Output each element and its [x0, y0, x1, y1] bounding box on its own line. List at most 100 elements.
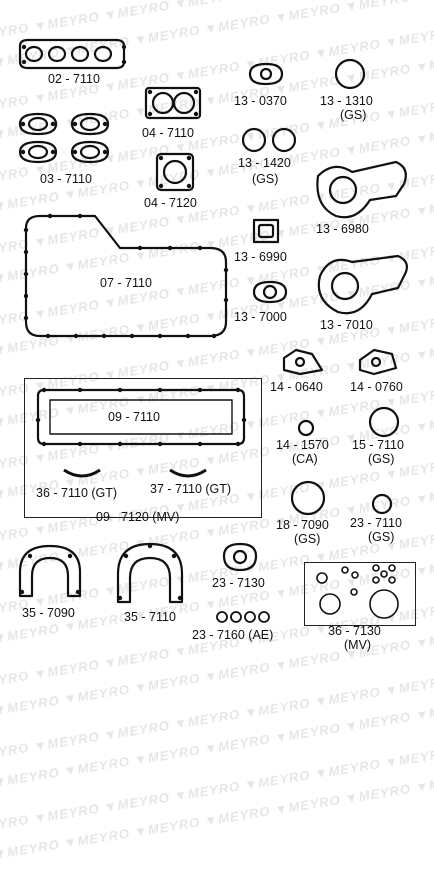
gasket-07-7110: [24, 214, 228, 338]
bolt-hole: [171, 553, 177, 559]
bolt-hole: [167, 245, 173, 251]
bolt-hole: [129, 333, 135, 339]
label-14-1570: 14 - 1570: [276, 438, 329, 452]
bolt-hole: [223, 267, 229, 273]
gasket-13-6990: [252, 218, 280, 244]
label-18-7090: 18 - 7090: [276, 518, 329, 532]
label-37-7110: 37 - 7110 (GT): [150, 482, 232, 496]
label-23-7130: 23 - 7130: [212, 576, 265, 590]
label-02-7110: 02 - 7110: [48, 72, 100, 86]
ring-13-1420-a: [241, 127, 267, 153]
label-18-7090-sub: (GS): [294, 532, 321, 546]
label-14-0640: 14 - 0640: [270, 380, 323, 394]
bolt-hole: [50, 149, 56, 155]
bolt-hole: [41, 387, 47, 393]
ring-15-7110: [368, 406, 400, 438]
label-03-7110: 03 - 7110: [40, 172, 92, 186]
bolt-hole: [77, 387, 83, 393]
label-15-7110-sub: (GS): [368, 452, 395, 466]
label-13-1420: 13 - 1420: [238, 156, 291, 170]
label-23-7110: 23 - 7110: [350, 516, 402, 530]
bolt-hole: [72, 149, 78, 155]
label-04-7110: 04 - 7110: [142, 126, 194, 140]
bolt-hole: [158, 183, 164, 189]
gasket-02-7110: [18, 38, 126, 70]
bolt-hole: [21, 59, 27, 65]
label-14-1570-sub: (CA): [292, 452, 318, 466]
bolt-hole: [185, 333, 191, 339]
label-13-0370: 13 - 0370: [234, 94, 287, 108]
gasket-drawings: [18, 38, 409, 623]
bolt-hole: [157, 333, 163, 339]
bolt-hole: [186, 183, 192, 189]
label-13-6980: 13 - 6980: [316, 222, 369, 236]
bolt-hole: [147, 89, 153, 95]
bolt-hole: [121, 44, 127, 50]
bolt-hole: [137, 245, 143, 251]
label-14-0760: 14 - 0760: [350, 380, 403, 394]
bolt-hole: [23, 293, 29, 299]
label-09-7110: 09 - 7110: [108, 410, 160, 424]
gasket-14-0640: [282, 348, 324, 376]
bolt-hole: [157, 441, 163, 447]
bolt-hole: [73, 333, 79, 339]
gasket-14-0760: [358, 348, 398, 376]
label-13-1310: 13 - 1310: [320, 94, 373, 108]
bolt-hole: [19, 589, 25, 595]
bolt-hole: [101, 333, 107, 339]
gasket-35-7090: [18, 544, 82, 598]
bolt-hole: [23, 271, 29, 277]
label-04-7120: 04 - 7120: [144, 196, 197, 210]
bolt-hole: [23, 249, 29, 255]
bolt-hole: [102, 121, 108, 127]
label-36-7130-sub: (MV): [344, 638, 372, 652]
bolt-hole: [47, 213, 53, 219]
bolt-hole: [75, 589, 81, 595]
bolt-hole: [193, 111, 199, 117]
label-07-7110: 07 - 7110: [100, 276, 152, 290]
bolt-hole: [197, 245, 203, 251]
bolt-hole: [50, 121, 56, 127]
bolt-hole: [241, 417, 247, 423]
bolt-hole: [121, 59, 127, 65]
bolt-hole: [147, 111, 153, 117]
ring-23-7110: [371, 493, 393, 515]
bolt-hole: [235, 441, 241, 447]
bolt-hole: [67, 553, 73, 559]
label-13-7010: 13 - 7010: [320, 318, 373, 332]
gasket-13-7000: [252, 280, 288, 304]
kit-box-09-7120: [24, 378, 262, 518]
label-13-7000: 13 - 7000: [234, 310, 287, 324]
label-35-7090: 35 - 7090: [22, 606, 75, 620]
bolt-hole: [35, 417, 41, 423]
bolt-hole: [21, 44, 27, 50]
gasket-13-7010: [317, 254, 409, 315]
bolt-hole: [117, 441, 123, 447]
bolt-hole: [197, 387, 203, 393]
label-15-7110: 15 - 7110: [352, 438, 404, 452]
bolt-hole: [235, 387, 241, 393]
bolt-hole: [23, 227, 29, 233]
bolt-hole: [77, 441, 83, 447]
bolt-hole: [23, 315, 29, 321]
bolt-hole: [20, 121, 26, 127]
bolt-hole: [27, 553, 33, 559]
ring-14-1570: [297, 419, 315, 437]
gasket-23-7130: [222, 542, 258, 572]
seal-37-7110: [169, 468, 207, 478]
gasket-13-0370: [248, 62, 284, 86]
ring-13-1420-b: [271, 127, 297, 153]
label-13-1420-sub: (GS): [252, 172, 279, 186]
bolt-hole: [117, 595, 123, 601]
label-23-7110-sub: (GS): [368, 530, 395, 544]
label-13-1310-sub: (GS): [340, 108, 367, 122]
gasket-04-7120: [155, 152, 195, 192]
bolt-hole: [45, 333, 51, 339]
gasket-13-6980: [316, 160, 407, 219]
kit-36-7130-items: [316, 564, 399, 619]
bolt-hole: [197, 441, 203, 447]
label-36-7110: 36 - 7110 (GT): [36, 486, 118, 500]
gasket-03-7110: [18, 112, 110, 164]
bolt-hole: [193, 89, 199, 95]
